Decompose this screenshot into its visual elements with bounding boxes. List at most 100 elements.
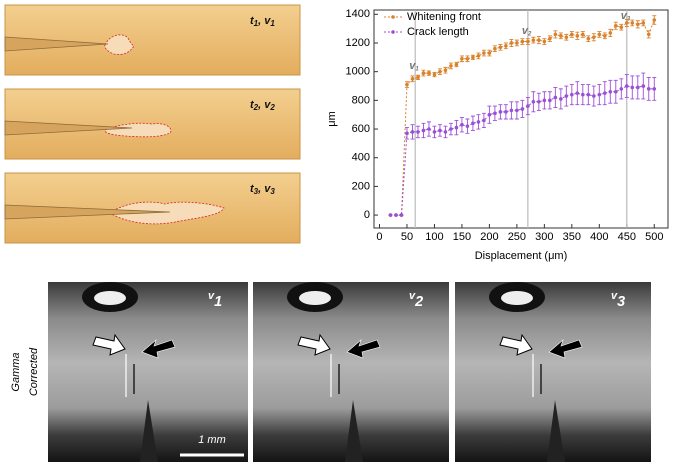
data-point: [570, 92, 574, 97]
y-tick-label: 800: [352, 94, 370, 106]
data-point: [388, 213, 393, 217]
data-point: [432, 130, 437, 134]
crack-shadow: [140, 400, 158, 462]
data-point: [405, 131, 409, 136]
data-point: [394, 213, 398, 217]
data-point: [443, 68, 448, 73]
label-index: 2: [527, 31, 532, 37]
legend-marker: [391, 15, 395, 19]
data-point: [482, 51, 486, 55]
data-point: [542, 98, 547, 103]
label-index: 2: [269, 103, 275, 112]
data-point: [449, 127, 453, 131]
label-sep: ,: [257, 15, 264, 27]
data-point: [410, 77, 415, 81]
specimen-label: t3, v3: [250, 183, 275, 196]
data-point: [520, 107, 525, 111]
photo-label: v3: [611, 290, 625, 310]
data-point: [493, 111, 497, 116]
label-sep: ,: [257, 99, 264, 111]
data-point: [613, 89, 618, 94]
data-point: [553, 95, 558, 100]
data-point: [597, 32, 602, 37]
data-point: [476, 120, 481, 124]
y-axis-label: μm: [326, 111, 338, 127]
data-point: [597, 92, 602, 97]
black-arrow: [141, 339, 176, 359]
probe-highlight: [501, 291, 533, 305]
x-tick-label: 300: [535, 231, 553, 243]
y-tick-label: 400: [352, 152, 370, 164]
data-point: [553, 32, 558, 37]
x-tick-label: 350: [563, 231, 581, 243]
label-main: v: [409, 290, 416, 302]
data-point: [471, 121, 475, 126]
data-point: [630, 85, 635, 90]
data-point: [504, 44, 508, 48]
x-tick-label: 250: [508, 231, 526, 243]
v-marker-label: v1: [409, 60, 419, 72]
data-point: [548, 98, 552, 103]
data-point: [592, 94, 596, 98]
x-tick-label: 500: [645, 231, 663, 243]
data-point: [581, 92, 585, 97]
data-point: [427, 71, 431, 75]
data-point: [564, 35, 569, 40]
data-point: [635, 85, 640, 90]
x-tick-label: 400: [590, 231, 608, 243]
data-point: [449, 64, 453, 68]
data-point: [646, 32, 651, 37]
y-tick-label: 200: [352, 180, 370, 192]
label-index: 3: [627, 16, 631, 22]
data-point: [537, 99, 541, 104]
y-tick-label: 600: [352, 123, 370, 135]
probe-highlight: [94, 291, 126, 305]
data-point: [399, 213, 404, 217]
label-main: v: [611, 290, 618, 302]
crack: [4, 36, 109, 52]
data-point: [531, 99, 536, 104]
label-index: 3: [617, 294, 625, 310]
scale-bar-label: 1 mm: [198, 434, 226, 446]
data-point: [504, 110, 508, 114]
x-tick-label: 450: [618, 231, 636, 243]
data-point: [608, 31, 613, 35]
data-point: [641, 84, 646, 88]
data-point: [427, 127, 431, 131]
black-arrow: [346, 339, 381, 359]
v-marker-label: v3: [621, 10, 631, 22]
legend-label: Crack length: [407, 26, 469, 38]
data-point: [581, 32, 585, 37]
data-point: [454, 62, 459, 67]
label-v: v: [264, 183, 271, 195]
side-label: Gamma: [10, 352, 22, 391]
white-arrow: [499, 333, 533, 356]
data-point: [476, 54, 481, 58]
label-t: t: [250, 15, 255, 27]
x-tick-label: 150: [453, 231, 471, 243]
data-point: [410, 130, 415, 134]
label-main: v: [621, 10, 628, 22]
plot-frame: [373, 9, 669, 229]
label-main: v: [208, 290, 215, 302]
y-tick-label: 1000: [346, 66, 370, 78]
data-point: [432, 72, 437, 77]
black-arrow: [548, 339, 583, 359]
data-point: [652, 87, 657, 91]
legend-marker: [391, 30, 395, 34]
photo-label: v1: [208, 290, 222, 310]
data-point: [493, 46, 497, 51]
label-main: v: [409, 60, 416, 72]
data-point: [487, 51, 492, 55]
data-point: [619, 87, 624, 91]
data-point: [460, 122, 464, 127]
probe-highlight: [299, 291, 331, 305]
data-point: [603, 91, 607, 95]
y-tick-label: 1400: [346, 8, 370, 20]
label-index: 1: [254, 19, 259, 28]
whitening-zone: [104, 34, 135, 55]
v-marker-label: v2: [522, 25, 532, 37]
data-point: [641, 21, 646, 25]
data-point: [603, 34, 607, 38]
